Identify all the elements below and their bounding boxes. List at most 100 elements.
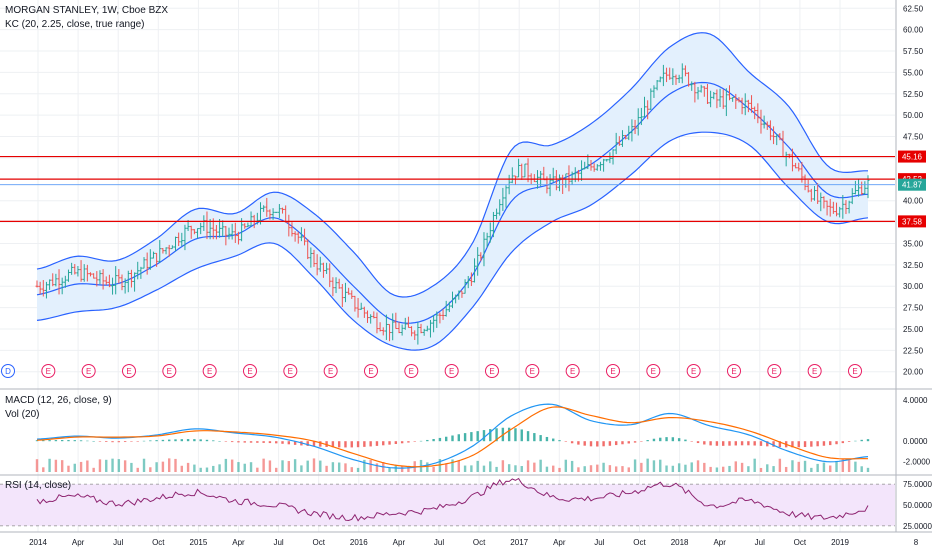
volume-bar bbox=[533, 462, 536, 472]
macd-histogram-bar bbox=[86, 440, 89, 442]
macd-histogram-bar bbox=[602, 441, 605, 447]
volume-bar bbox=[791, 460, 794, 472]
volume-bar bbox=[130, 462, 133, 472]
macd-histogram-bar bbox=[564, 441, 568, 442]
macd-histogram-bar bbox=[363, 441, 366, 447]
level-price-label: 37.58 bbox=[902, 217, 923, 226]
marker-letter: E bbox=[691, 367, 696, 376]
volume-bar bbox=[451, 459, 454, 472]
volume-bar bbox=[92, 467, 95, 472]
macd-histogram-bar bbox=[772, 441, 775, 447]
marker-circle bbox=[41, 364, 56, 378]
macd-histogram-bar bbox=[470, 432, 473, 442]
volume-bar bbox=[728, 465, 731, 472]
earnings-marker: E bbox=[807, 364, 822, 378]
macd-line bbox=[36, 403, 869, 469]
volume-bar bbox=[54, 459, 58, 472]
marker-circle bbox=[202, 364, 217, 378]
time-tick-label: Apr bbox=[232, 538, 245, 547]
macd-histogram-bar bbox=[457, 434, 460, 442]
macd-histogram-bar bbox=[400, 441, 404, 444]
volume-bar bbox=[463, 465, 467, 472]
macd-histogram-bar bbox=[583, 441, 586, 446]
marker-circle bbox=[565, 364, 580, 378]
macd-histogram-bar bbox=[646, 440, 649, 442]
volume-bar bbox=[558, 467, 561, 472]
macd-tick-label: 0.0000 bbox=[903, 437, 928, 446]
macd-histogram-bar bbox=[262, 441, 265, 443]
price-tick-label: 20.00 bbox=[903, 368, 924, 377]
macd-histogram-bar bbox=[847, 441, 851, 442]
volume-bar bbox=[174, 458, 177, 472]
volume-bar bbox=[570, 460, 574, 472]
macd-histogram-bar bbox=[577, 441, 580, 445]
marker-circle bbox=[767, 364, 782, 378]
macd-histogram-bar bbox=[331, 441, 335, 448]
macd-histogram-bar bbox=[533, 433, 536, 442]
macd-histogram-bar bbox=[778, 441, 782, 448]
volume-bar bbox=[564, 459, 568, 472]
volume-bar bbox=[155, 462, 158, 472]
volume-bar bbox=[696, 460, 700, 472]
marker-letter: E bbox=[489, 367, 494, 376]
macd-histogram-bar bbox=[35, 440, 39, 442]
macd-histogram-bar bbox=[495, 428, 498, 442]
marker-circle bbox=[485, 364, 499, 378]
macd-histogram-bar bbox=[866, 439, 870, 442]
marker-circle bbox=[807, 364, 822, 378]
macd-histogram-bar bbox=[426, 439, 429, 442]
volume-bar bbox=[526, 460, 530, 472]
vol-indicator-label: Vol (20) bbox=[5, 409, 40, 420]
kc-upper-line bbox=[36, 32, 868, 298]
time-tick-label: 2014 bbox=[29, 538, 47, 547]
earnings-marker: E bbox=[243, 364, 257, 378]
earnings-marker: E bbox=[606, 364, 620, 378]
volume-bar bbox=[545, 466, 549, 472]
volume-bar bbox=[646, 458, 649, 472]
macd-histogram-bar bbox=[766, 441, 769, 447]
macd-histogram-bar bbox=[218, 440, 221, 442]
marker-letter: E bbox=[812, 367, 817, 376]
macd-histogram-bar bbox=[168, 439, 171, 442]
volume-bar bbox=[810, 467, 813, 472]
volume-bar bbox=[199, 467, 202, 472]
macd-pane[interactable] bbox=[35, 403, 870, 472]
macd-histogram-bar bbox=[186, 439, 190, 442]
volume-bar bbox=[142, 458, 146, 472]
macd-histogram-bar bbox=[193, 439, 196, 442]
macd-histogram-bar bbox=[312, 441, 316, 447]
time-axis[interactable]: 2014 Apr Jul Oct 2015 Apr Jul Oct 2016 Apr Jul Oct 2… bbox=[29, 538, 919, 547]
macd-histogram-bar bbox=[136, 441, 139, 442]
volume-bar bbox=[375, 463, 379, 472]
macd-histogram-bar bbox=[130, 441, 133, 442]
marker-letter: E bbox=[167, 367, 172, 376]
volume-bar bbox=[621, 466, 624, 472]
macd-histogram-bar bbox=[734, 441, 737, 446]
macd-histogram-bar bbox=[797, 441, 800, 448]
macd-histogram-bar bbox=[759, 441, 763, 446]
volume-bar bbox=[784, 466, 788, 472]
macd-histogram-bar bbox=[243, 441, 246, 443]
earnings-marker: E bbox=[444, 364, 459, 378]
price-axis[interactable]: 62.5060.0057.5055.0052.5050.0047.5045.00… bbox=[898, 4, 932, 531]
volume-bar bbox=[640, 462, 643, 472]
macd-histogram-bar bbox=[835, 441, 838, 445]
macd-histogram-bar bbox=[42, 440, 45, 442]
macd-histogram-bar bbox=[526, 431, 530, 442]
rsi-pane[interactable] bbox=[0, 477, 895, 527]
earnings-marker: E bbox=[81, 364, 96, 378]
macd-histogram-bar bbox=[709, 441, 712, 446]
macd-histogram-bar bbox=[180, 439, 183, 442]
macd-histogram-bar bbox=[199, 439, 202, 442]
volume-bar bbox=[772, 466, 775, 472]
volume-bar bbox=[117, 459, 121, 472]
macd-histogram-bar bbox=[413, 441, 416, 442]
volume-bar bbox=[394, 465, 398, 472]
volume-bar bbox=[866, 467, 870, 472]
earnings-marker: E bbox=[122, 364, 136, 378]
macd-histogram-bar bbox=[514, 428, 517, 442]
macd-signal-line bbox=[36, 406, 869, 468]
marker-circle bbox=[848, 364, 862, 378]
